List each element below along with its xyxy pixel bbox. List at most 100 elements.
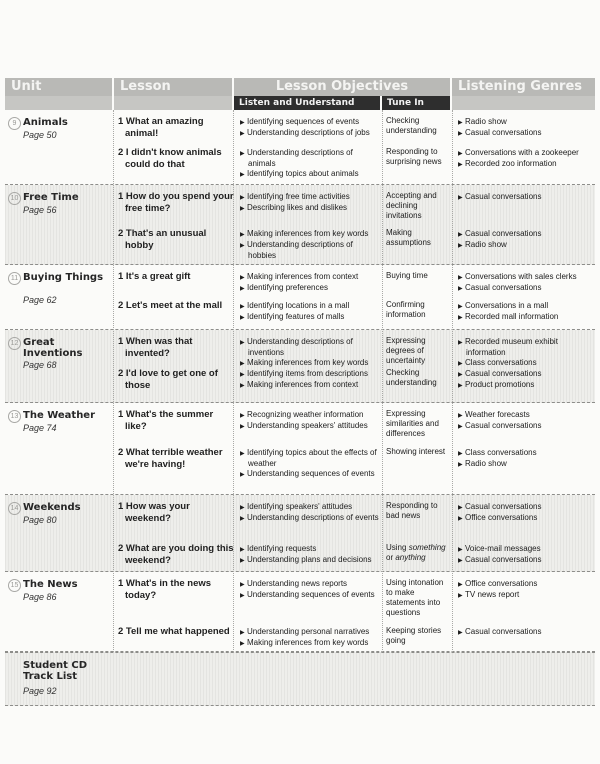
lesson-title: 2 Tell me what happened xyxy=(118,626,230,637)
bullet-arrow-icon: ▶ xyxy=(458,340,463,346)
genre-item: ▶ TV news report xyxy=(458,590,598,601)
genre-item: ▶ Casual conversations xyxy=(458,627,598,638)
objective-item: ▶ Understanding descriptions of events xyxy=(240,513,382,524)
objective-item: ▶ Understanding sequences of events xyxy=(240,590,382,601)
objective-item: ▶ Recognizing weather information xyxy=(240,410,382,421)
objective-text: Understanding plans and decisions xyxy=(247,555,372,564)
unit-page: Page 74 xyxy=(23,423,57,433)
column-divider xyxy=(452,110,453,652)
objective-item: ▶ Identifying topics about the effects of… xyxy=(240,448,382,469)
bullet-arrow-icon: ▶ xyxy=(240,131,245,137)
bullet-arrow-icon: ▶ xyxy=(240,340,245,346)
bullet-arrow-icon: ▶ xyxy=(240,151,245,157)
listening-genres: ▶ Conversations in a mall ▶ Recorded mall i… xyxy=(458,301,598,323)
unit-page: Page 50 xyxy=(23,130,57,140)
listen-objectives: ▶ Identifying free time activities ▶ Descri… xyxy=(240,192,382,214)
genre-item: ▶ Casual conversations xyxy=(458,283,598,294)
tune-in: Accepting and declining invitations xyxy=(386,191,437,220)
unit-title: Animals xyxy=(23,117,68,128)
header-unit: Unit xyxy=(5,78,112,96)
objective-text: Understanding descriptions of jobs xyxy=(247,128,370,137)
objective-text: Describing likes and dislikes xyxy=(247,203,348,212)
unit-row xyxy=(5,265,595,330)
genre-text: Product promotions xyxy=(465,380,535,389)
bullet-arrow-icon: ▶ xyxy=(458,383,463,389)
genre-item: ▶ Casual conversations xyxy=(458,229,598,240)
genre-text: Casual conversations xyxy=(465,128,542,137)
bullet-arrow-icon: ▶ xyxy=(458,462,463,468)
track-list-row xyxy=(5,652,595,706)
bullet-arrow-icon: ▶ xyxy=(458,505,463,511)
objective-text: Identifying items from descriptions xyxy=(247,369,368,378)
listen-objectives: ▶ Identifying items from descriptions ▶ Mak… xyxy=(240,369,382,391)
genre-text: Casual conversations xyxy=(465,555,542,564)
listening-genres: ▶ Casual conversations xyxy=(458,192,598,203)
unit-title: Great Inventions xyxy=(23,337,83,359)
genre-item: ▶ Radio show xyxy=(458,459,598,470)
tune-in: Keeping stories going xyxy=(386,626,442,645)
genre-item: ▶ Conversations with sales clerks xyxy=(458,272,598,283)
objective-item: ▶ Making inferences from context xyxy=(240,380,382,391)
unit-page: Page 56 xyxy=(23,205,57,215)
bullet-arrow-icon: ▶ xyxy=(458,315,463,321)
objective-item: ▶ Identifying topics about animals xyxy=(240,169,382,180)
lesson-title: 2 That's an unusual hobby xyxy=(118,228,207,251)
column-divider xyxy=(382,110,383,652)
bullet-arrow-icon: ▶ xyxy=(240,232,245,238)
lesson-title: 1 When was that invented? xyxy=(118,336,193,359)
bullet-arrow-icon: ▶ xyxy=(240,383,245,389)
unit-row xyxy=(5,185,595,265)
genre-item: ▶ Office conversations xyxy=(458,579,598,590)
objective-item: ▶ Understanding descriptions of animals xyxy=(240,148,382,169)
tune-in: Showing interest xyxy=(386,447,446,456)
tune-in-text: something xyxy=(408,543,446,552)
bullet-arrow-icon: ▶ xyxy=(458,361,463,367)
tune-in: Using intonation to make statements into… xyxy=(386,578,444,617)
objective-text: Understanding speakers' attitudes xyxy=(247,421,368,430)
header-listen: Listen and Understand xyxy=(234,96,380,110)
lesson-title: 1 What's the summer like? xyxy=(118,409,214,432)
listen-objectives: ▶ Recognizing weather information ▶ Underst… xyxy=(240,410,382,432)
objective-item: ▶ Identifying requests xyxy=(240,544,382,555)
tune-in-text: Using xyxy=(386,543,409,552)
unit-title: Free Time xyxy=(23,192,79,203)
unit-number-icon: 14 xyxy=(8,502,21,515)
column-divider xyxy=(233,110,234,652)
objective-item: ▶ Identifying sequences of events xyxy=(240,117,382,128)
listen-objectives: ▶ Making inferences from key words ▶ Unders… xyxy=(240,229,382,261)
genre-item: ▶ Conversations in a mall xyxy=(458,301,598,312)
bullet-arrow-icon: ▶ xyxy=(458,424,463,430)
tune-in: Expressing degrees of uncertainty xyxy=(386,336,426,365)
column-divider xyxy=(113,110,114,652)
lesson-title: 1 What's in the news today? xyxy=(118,578,212,601)
genre-text: Weather forecasts xyxy=(465,410,530,419)
header-tune: Tune In xyxy=(382,96,450,110)
genre-text: Class conversations xyxy=(465,358,537,367)
listen-objectives: ▶ Understanding descriptions of invention… xyxy=(240,337,382,369)
genre-text: Casual conversations xyxy=(465,229,542,238)
genre-text: Radio show xyxy=(465,459,507,468)
bullet-arrow-icon: ▶ xyxy=(458,275,463,281)
genre-item: ▶ Product promotions xyxy=(458,380,598,391)
unit-number-icon: 10 xyxy=(8,192,21,205)
unit-page: Page 62 xyxy=(23,295,57,305)
objective-item: ▶ Identifying speakers' attitudes xyxy=(240,502,382,513)
genre-item: ▶ Conversations with a zookeeper xyxy=(458,148,598,159)
header-genres-sub xyxy=(452,96,595,110)
genre-item: ▶ Weather forecasts xyxy=(458,410,598,421)
bullet-arrow-icon: ▶ xyxy=(240,304,245,310)
unit-row xyxy=(5,330,595,403)
lesson-title: 1 How do you spend your free time? xyxy=(118,191,234,214)
genre-text: Office conversations xyxy=(465,513,538,522)
lesson-title: 2 What terrible weather we're having! xyxy=(118,447,223,470)
bullet-arrow-icon: ▶ xyxy=(240,472,245,478)
genre-text: Office conversations xyxy=(465,579,538,588)
lesson-title: 1 What an amazing animal! xyxy=(118,116,204,139)
bullet-arrow-icon: ▶ xyxy=(458,120,463,126)
genre-text: Casual conversations xyxy=(465,421,542,430)
bullet-arrow-icon: ▶ xyxy=(458,630,463,636)
objective-text: Making inferences from context xyxy=(247,272,359,281)
tune-in: Expressing similarities and differences xyxy=(386,409,439,438)
objective-text: Understanding personal narratives xyxy=(247,627,370,636)
unit-row xyxy=(5,403,595,495)
